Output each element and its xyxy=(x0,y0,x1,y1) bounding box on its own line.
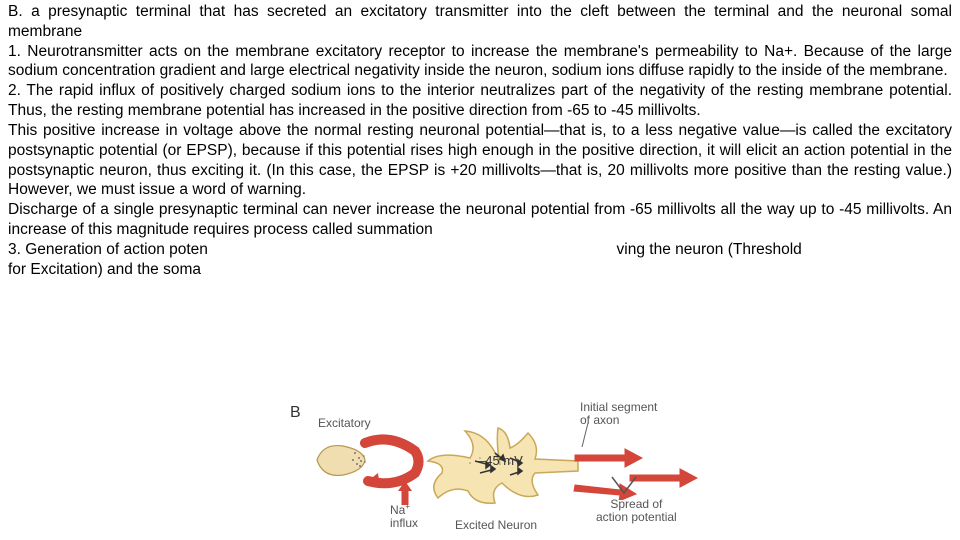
na-plus: + xyxy=(405,502,410,511)
panel-label: B xyxy=(290,403,301,423)
spread-label: Spread of action potential xyxy=(596,498,677,524)
neuron-diagram: B Excitatory Initial segment of axon –45… xyxy=(300,403,710,538)
spread-line1: Spread of xyxy=(610,497,662,511)
paragraph-4: Discharge of a single presynaptic termin… xyxy=(8,200,952,240)
paragraph-6: for Excitation) and the soma xyxy=(8,260,952,280)
influx-text: influx xyxy=(390,516,418,530)
excitatory-label: Excitatory xyxy=(318,416,371,431)
p5-right: ving the neuron (Threshold xyxy=(617,241,802,258)
membrane-potential-label: –45 mV xyxy=(478,453,523,470)
paragraph-1: 1. Neurotransmitter acts on the membrane… xyxy=(8,42,952,82)
excited-neuron-label: Excited Neuron xyxy=(455,518,537,533)
spread-line2: action potential xyxy=(596,510,677,524)
paragraph-3: This positive increase in voltage above … xyxy=(8,121,952,200)
p5-left: 3. Generation of action poten xyxy=(8,241,208,258)
heading-b: B. a presynaptic terminal that has secre… xyxy=(8,2,952,42)
document-text: B. a presynaptic terminal that has secre… xyxy=(8,2,952,280)
paragraph-5: 3. Generation of action poten ving the n… xyxy=(8,240,952,260)
paragraph-2: 2. The rapid influx of positively charge… xyxy=(8,81,952,121)
na-influx-label: Na+ influx xyxy=(390,503,418,529)
spread-pointer-icon xyxy=(610,475,640,497)
initial-seg-line1: Initial segment xyxy=(580,400,657,414)
